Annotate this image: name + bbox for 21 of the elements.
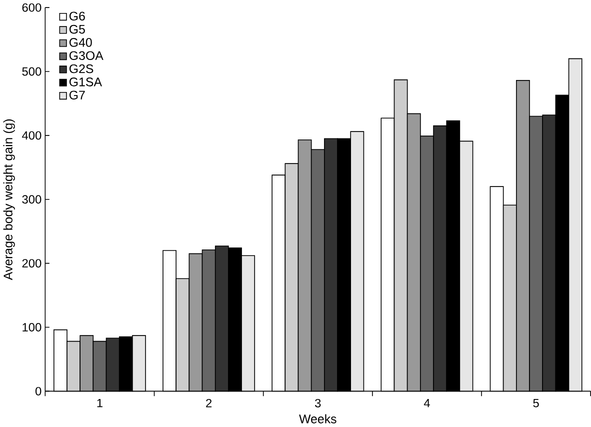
y-tick-label: 200: [22, 259, 42, 268]
y-tick-label: 100: [22, 323, 42, 332]
y-tick-label: 500: [22, 67, 42, 76]
legend-label: G5: [69, 25, 85, 34]
y-tick-label: 0: [35, 387, 42, 396]
y-tick-label: 600: [22, 3, 42, 12]
legend-label: G7: [69, 90, 85, 100]
x-tick-label: 3: [315, 399, 321, 408]
x-tick-label: 4: [424, 399, 430, 408]
x-tick-label: 1: [97, 399, 102, 408]
x-axis-title: Weeks: [299, 414, 336, 424]
x-tick-label: 2: [206, 399, 212, 408]
legend-label: G1SA: [69, 78, 102, 86]
legend-label: G6: [69, 12, 85, 21]
y-axis-title: Average body weight gain (g): [3, 120, 15, 280]
y-tick-label: 300: [22, 195, 42, 204]
legend-label: G3OA: [69, 51, 104, 60]
x-tick-label: 5: [533, 399, 539, 408]
legend-label: G2S: [69, 64, 94, 74]
legend-label: G40: [69, 38, 92, 48]
y-tick-label: 400: [22, 131, 42, 140]
